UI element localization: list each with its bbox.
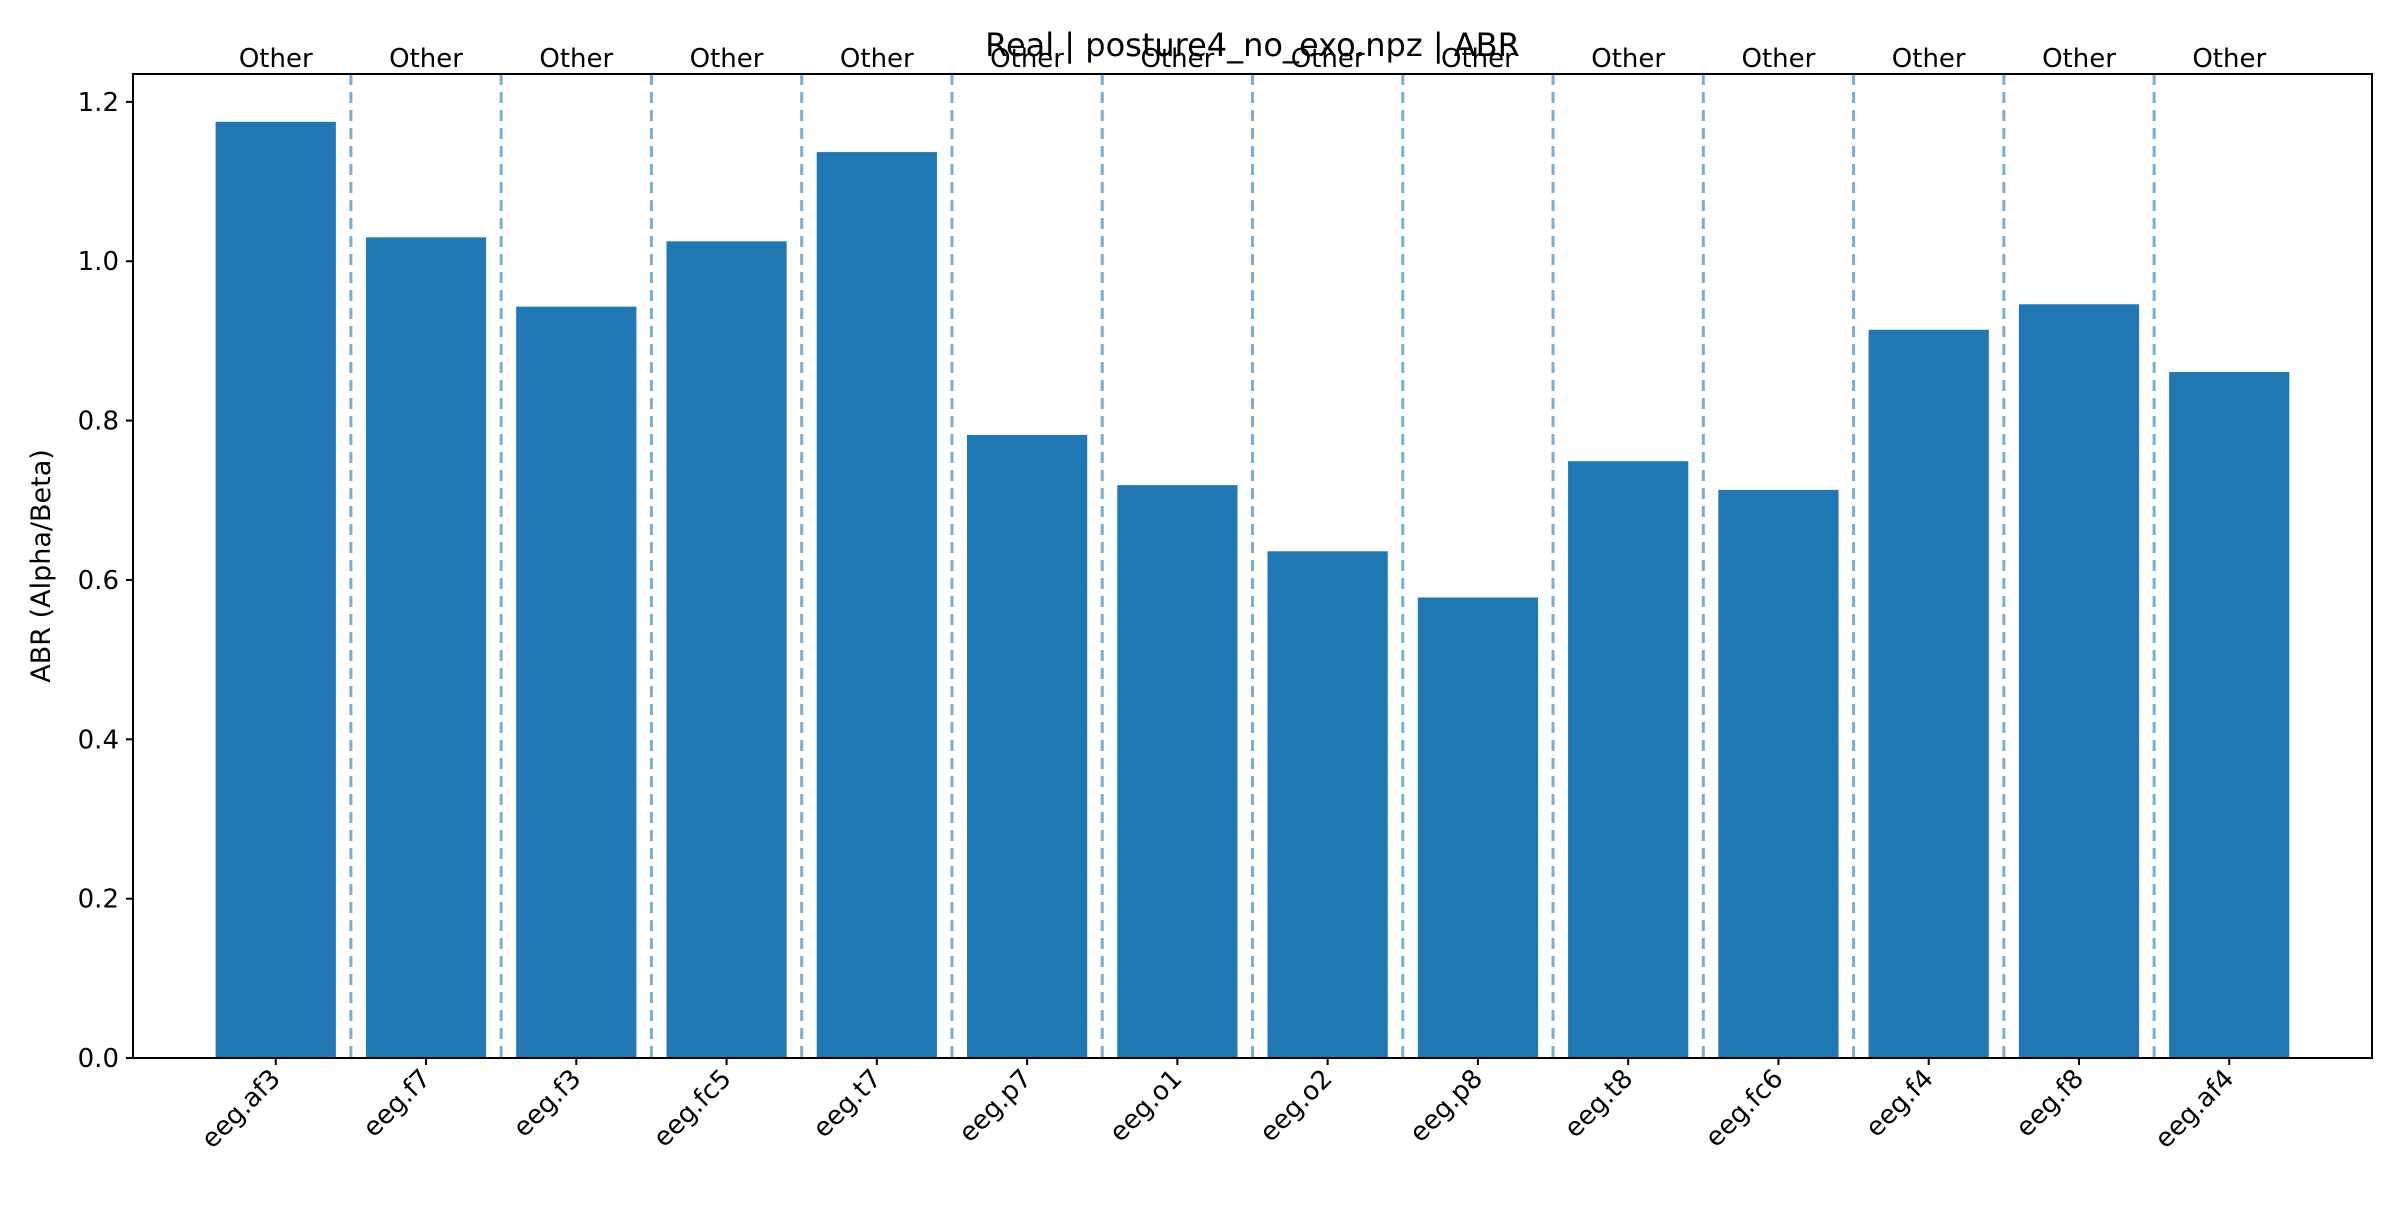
bar-eeg-f7: [365, 237, 487, 1058]
y-tick-label: 1.0: [78, 247, 119, 277]
x-tick-label: eeg.af3: [196, 1064, 287, 1155]
bar-eeg-o2: [1267, 551, 1388, 1058]
x-tick-label: eeg.t8: [1559, 1064, 1639, 1144]
x-tick-label: eeg.p7: [953, 1064, 1038, 1149]
group-separators: [349, 74, 2156, 1058]
bar-eeg-f8: [2018, 304, 2140, 1058]
bar-eeg-fc5: [666, 241, 787, 1059]
bar-eeg-f3: [516, 306, 637, 1058]
bar-eeg-o1: [1117, 485, 1238, 1058]
bar-eeg-p8: [1417, 597, 1539, 1058]
y-tick-label: 0.2: [78, 885, 119, 915]
group-label: Other: [1291, 44, 1365, 74]
x-tick-label: eeg.o1: [1104, 1064, 1188, 1148]
x-tick-label: eeg.fc5: [648, 1064, 738, 1154]
y-axis: 0.0 0.2 0.4 0.6 0.8 1.0 1.2: [78, 88, 133, 1074]
bars: [215, 121, 2290, 1059]
x-tick-label: eeg.fc6: [1700, 1064, 1790, 1154]
x-axis: eeg.af3 eeg.f7 eeg.f3 eeg.fc5 eeg.t7 eeg.p7 ee…: [196, 1058, 2240, 1155]
group-labels: Other Other Other Other Other Other Other Other…: [239, 44, 2267, 74]
group-label: Other: [1892, 44, 1966, 74]
x-tick-label: eeg.p8: [1404, 1064, 1489, 1149]
group-label: Other: [2042, 44, 2116, 74]
x-tick-label: eeg.f7: [357, 1064, 437, 1144]
bar-eeg-fc6: [1718, 489, 1839, 1058]
group-label: Other: [1591, 44, 1665, 74]
group-label: Other: [1742, 44, 1816, 74]
y-axis-title: ABR (Alpha/Beta): [26, 449, 57, 683]
bar-eeg-af4: [2169, 371, 2290, 1059]
x-tick-label: eeg.t7: [808, 1064, 888, 1144]
bar-eeg-p7: [966, 434, 1088, 1058]
group-label: Other: [539, 44, 613, 74]
x-tick-label: eeg.f8: [2010, 1064, 2090, 1144]
y-tick-label: 0.4: [78, 725, 119, 755]
group-label: Other: [1441, 44, 1515, 74]
chart-title: Real | posture4_no_exo.npz | ABR: [985, 26, 1520, 64]
group-label: Other: [990, 44, 1064, 74]
group-label: Other: [389, 44, 463, 74]
y-tick-label: 0.0: [78, 1044, 119, 1074]
x-tick-label: eeg.af4: [2149, 1064, 2240, 1155]
bar-eeg-f4: [1868, 329, 1989, 1058]
x-tick-label: eeg.f3: [508, 1064, 588, 1144]
plot-frame: [132, 73, 2373, 1059]
y-tick-label: 1.2: [78, 88, 119, 118]
group-label: Other: [840, 44, 914, 74]
y-tick-label: 0.6: [78, 566, 119, 596]
group-label: Other: [239, 44, 313, 74]
group-label: Other: [690, 44, 764, 74]
x-tick-label: eeg.o2: [1254, 1064, 1338, 1148]
group-label: Other: [2192, 44, 2266, 74]
bar-eeg-t8: [1568, 461, 1689, 1058]
bar-eeg-af3: [215, 121, 336, 1059]
x-tick-label: eeg.f4: [1860, 1064, 1940, 1144]
y-tick-label: 0.8: [78, 407, 119, 437]
group-label: Other: [1140, 44, 1214, 74]
bar-eeg-t7: [816, 152, 937, 1059]
